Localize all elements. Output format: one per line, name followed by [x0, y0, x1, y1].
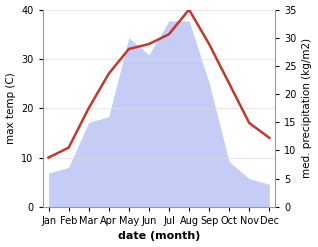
Y-axis label: max temp (C): max temp (C) [5, 72, 16, 144]
Y-axis label: med. precipitation (kg/m2): med. precipitation (kg/m2) [302, 38, 313, 178]
X-axis label: date (month): date (month) [118, 231, 200, 242]
